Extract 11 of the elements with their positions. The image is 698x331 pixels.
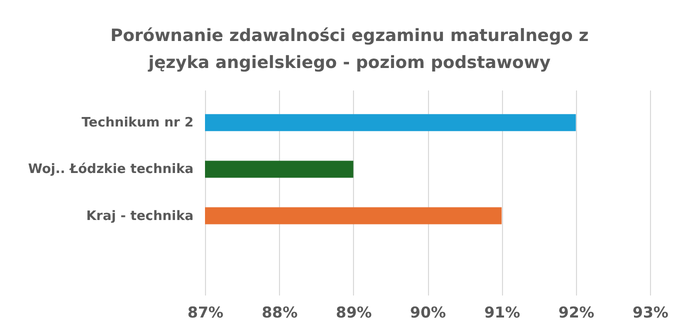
x-tick-label: 87% <box>188 304 224 322</box>
chart-title: Porównanie zdawalności egzaminu maturalnego z języka angielskiego - poziom podstawowy <box>110 26 589 73</box>
x-tick-label: 92% <box>558 304 594 322</box>
y-tick-label: Technikum nr 2 <box>82 116 194 131</box>
x-tick-label: 88% <box>262 304 298 322</box>
y-tick-label: Woj.. Łódzkie technika <box>28 162 194 178</box>
y-tick-label: Kraj - technika <box>86 208 194 224</box>
x-tick-label: 89% <box>336 304 372 322</box>
x-tick-label: 91% <box>484 304 520 322</box>
x-tick-label: 93% <box>632 304 668 322</box>
x-tick-label: 90% <box>410 304 446 322</box>
